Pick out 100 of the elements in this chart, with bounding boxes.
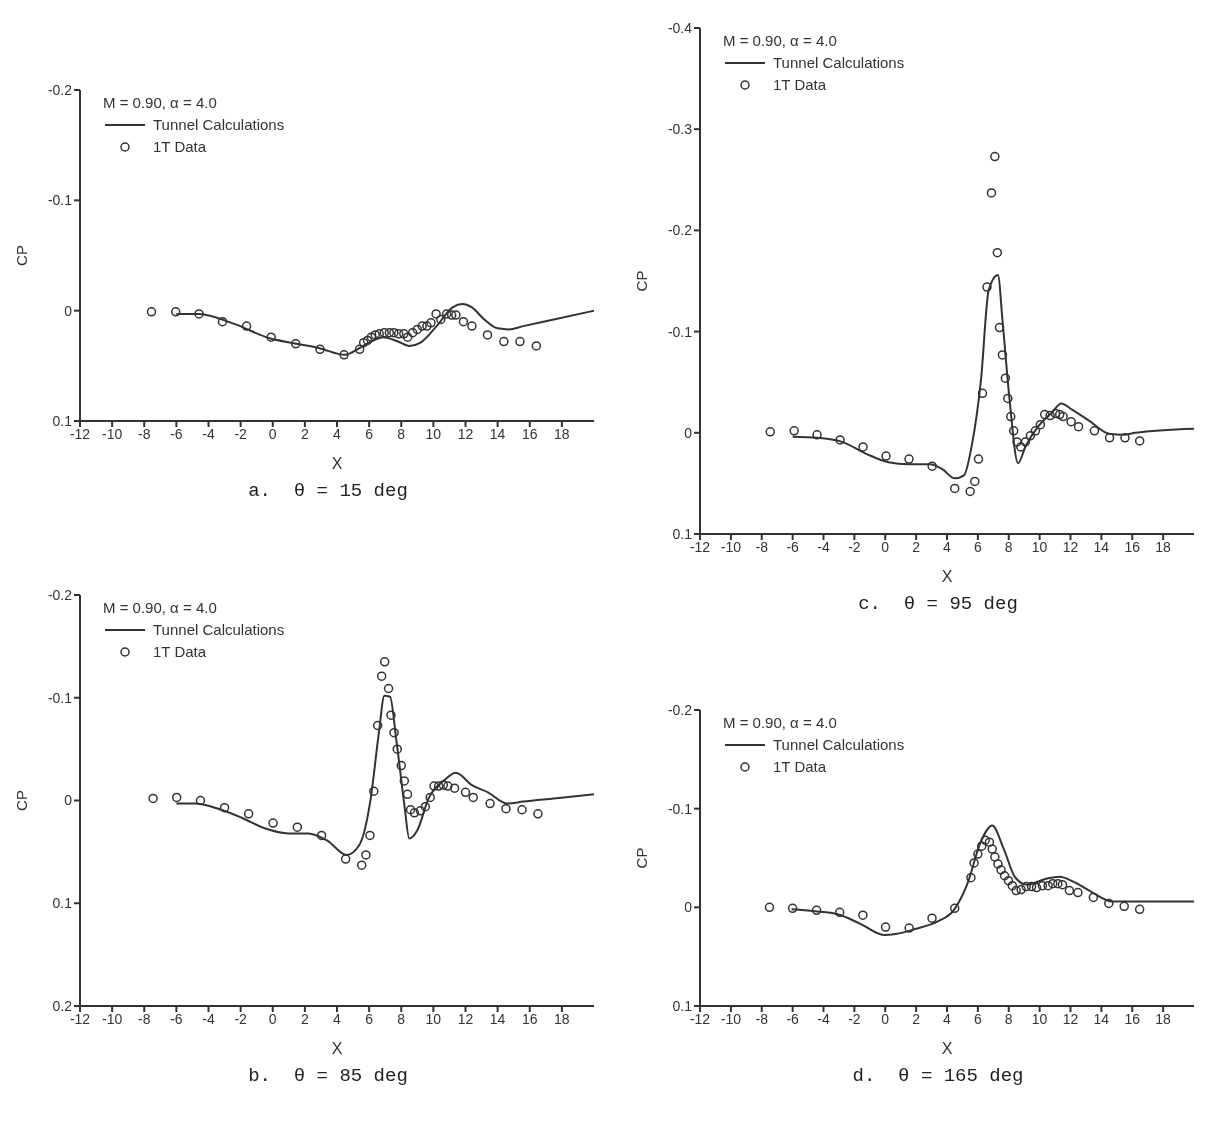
point	[1089, 426, 1100, 436]
point	[1057, 879, 1068, 890]
legend-title: M = 0.90, α = 4.0	[103, 93, 218, 113]
point	[340, 854, 351, 864]
point	[417, 321, 427, 331]
legend-title: M = 0.90, α = 4.0	[103, 598, 218, 618]
point	[425, 792, 435, 803]
x-tick-label: 2	[300, 425, 309, 442]
x-tick-label: -8	[138, 425, 151, 442]
point	[443, 781, 453, 791]
point	[219, 802, 230, 813]
x-tick-label: 0	[268, 1010, 277, 1027]
point	[1021, 881, 1031, 892]
point	[949, 903, 960, 914]
point	[973, 454, 984, 464]
x-tick-label: 4	[333, 425, 342, 442]
point	[374, 329, 384, 339]
legend-label: Tunnel Calculations	[773, 53, 905, 73]
point	[999, 871, 1010, 881]
x-tick-label: 2	[912, 538, 921, 555]
point	[170, 307, 181, 317]
point	[1045, 410, 1055, 421]
x-tick-label: 6	[973, 1010, 982, 1027]
point	[531, 341, 542, 351]
point	[996, 865, 1006, 875]
point	[266, 332, 276, 342]
x-tick-label: -4	[202, 1010, 215, 1027]
point	[1039, 409, 1050, 420]
point	[451, 310, 461, 320]
point	[389, 327, 399, 338]
point	[1134, 436, 1145, 446]
y-tick-label: 0	[684, 899, 693, 916]
point	[927, 913, 937, 923]
point	[984, 837, 995, 847]
point	[1050, 408, 1061, 419]
x-tick-label: 2	[300, 1010, 309, 1027]
x-tick-label: -4	[202, 425, 215, 442]
point	[965, 486, 975, 497]
point	[393, 329, 404, 339]
point	[243, 809, 254, 819]
point	[501, 803, 511, 814]
text: c. θ = 95 deg	[857, 593, 1019, 615]
point	[1048, 878, 1058, 889]
x-tick-label: -8	[138, 1010, 151, 1027]
point	[356, 860, 367, 870]
x-tick-label: -10	[102, 425, 123, 442]
point	[458, 316, 469, 327]
y-tick-label: 0	[64, 302, 73, 319]
legend-label: 1T Data	[773, 75, 827, 95]
point	[1043, 880, 1053, 891]
y-tick-label: -0.1	[47, 689, 73, 706]
point	[268, 818, 278, 828]
point	[987, 844, 997, 854]
point	[977, 388, 988, 399]
point	[1016, 442, 1026, 452]
point	[354, 344, 365, 355]
x-tick-label: -2	[234, 1010, 248, 1027]
point	[880, 922, 891, 932]
point	[1026, 881, 1037, 892]
x-tick-label: -4	[817, 538, 830, 555]
point	[1066, 416, 1076, 427]
point	[1020, 437, 1031, 447]
x-tick-label: -6	[786, 538, 800, 555]
point	[217, 316, 228, 327]
point	[765, 427, 775, 437]
x-tick-label: -10	[720, 538, 742, 555]
point	[148, 793, 158, 804]
point	[1035, 419, 1046, 430]
point	[1058, 411, 1068, 422]
point	[316, 830, 327, 841]
point	[399, 329, 409, 339]
point	[1031, 882, 1042, 893]
x-tick-label: 16	[521, 1010, 538, 1027]
point	[1119, 901, 1129, 912]
y-tick-label: -0.3	[667, 121, 693, 138]
point	[997, 350, 1008, 360]
point	[949, 483, 960, 494]
point	[970, 476, 980, 487]
x-tick-label: 18	[554, 1010, 570, 1027]
x-tick-label: -4	[817, 1010, 830, 1027]
legend-label: 1T Data	[153, 642, 207, 662]
point	[1007, 880, 1018, 891]
y-axis-title: CP	[633, 270, 651, 292]
x-tick-label: 10	[1031, 1010, 1048, 1027]
x-tick-label: 18	[1155, 538, 1172, 555]
point	[1003, 393, 1013, 404]
point	[881, 451, 891, 461]
point	[420, 801, 431, 812]
point	[485, 798, 495, 809]
x-tick-label: 8	[1004, 1010, 1013, 1027]
legend-label: 1T Data	[773, 757, 827, 777]
text: d. θ = 165 deg	[851, 1065, 1025, 1087]
x-axis-title: X	[331, 455, 343, 472]
y-axis-title: CP	[13, 790, 31, 811]
point	[1134, 904, 1145, 915]
point	[517, 805, 527, 815]
x-tick-label: -10	[720, 1010, 742, 1027]
y-tick-label: -0.2	[47, 81, 73, 98]
point	[1025, 431, 1036, 441]
x-tick-label: 10	[425, 1010, 442, 1027]
